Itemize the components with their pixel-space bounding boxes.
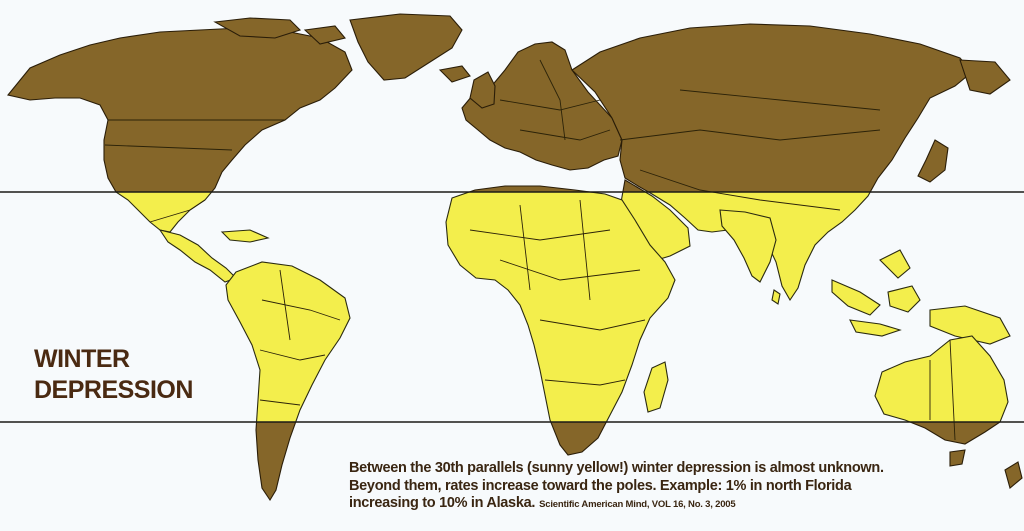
map-title-line-1: WINTER [34, 345, 130, 373]
caption-line-3: increasing to 10% in Alaska. Scientific A… [349, 495, 1019, 514]
caption-line-1: Between the 30th parallels (sunny yellow… [349, 460, 1019, 478]
citation: Scientific American Mind, VOL 16, No. 3,… [539, 499, 735, 510]
caption-line-3-text: increasing to 10% in Alaska. [349, 495, 535, 511]
caption: Between the 30th parallels (sunny yellow… [349, 460, 1019, 514]
map-title-line-2: DEPRESSION [34, 376, 193, 404]
caption-line-2: Beyond them, rates increase toward the p… [349, 478, 1019, 496]
